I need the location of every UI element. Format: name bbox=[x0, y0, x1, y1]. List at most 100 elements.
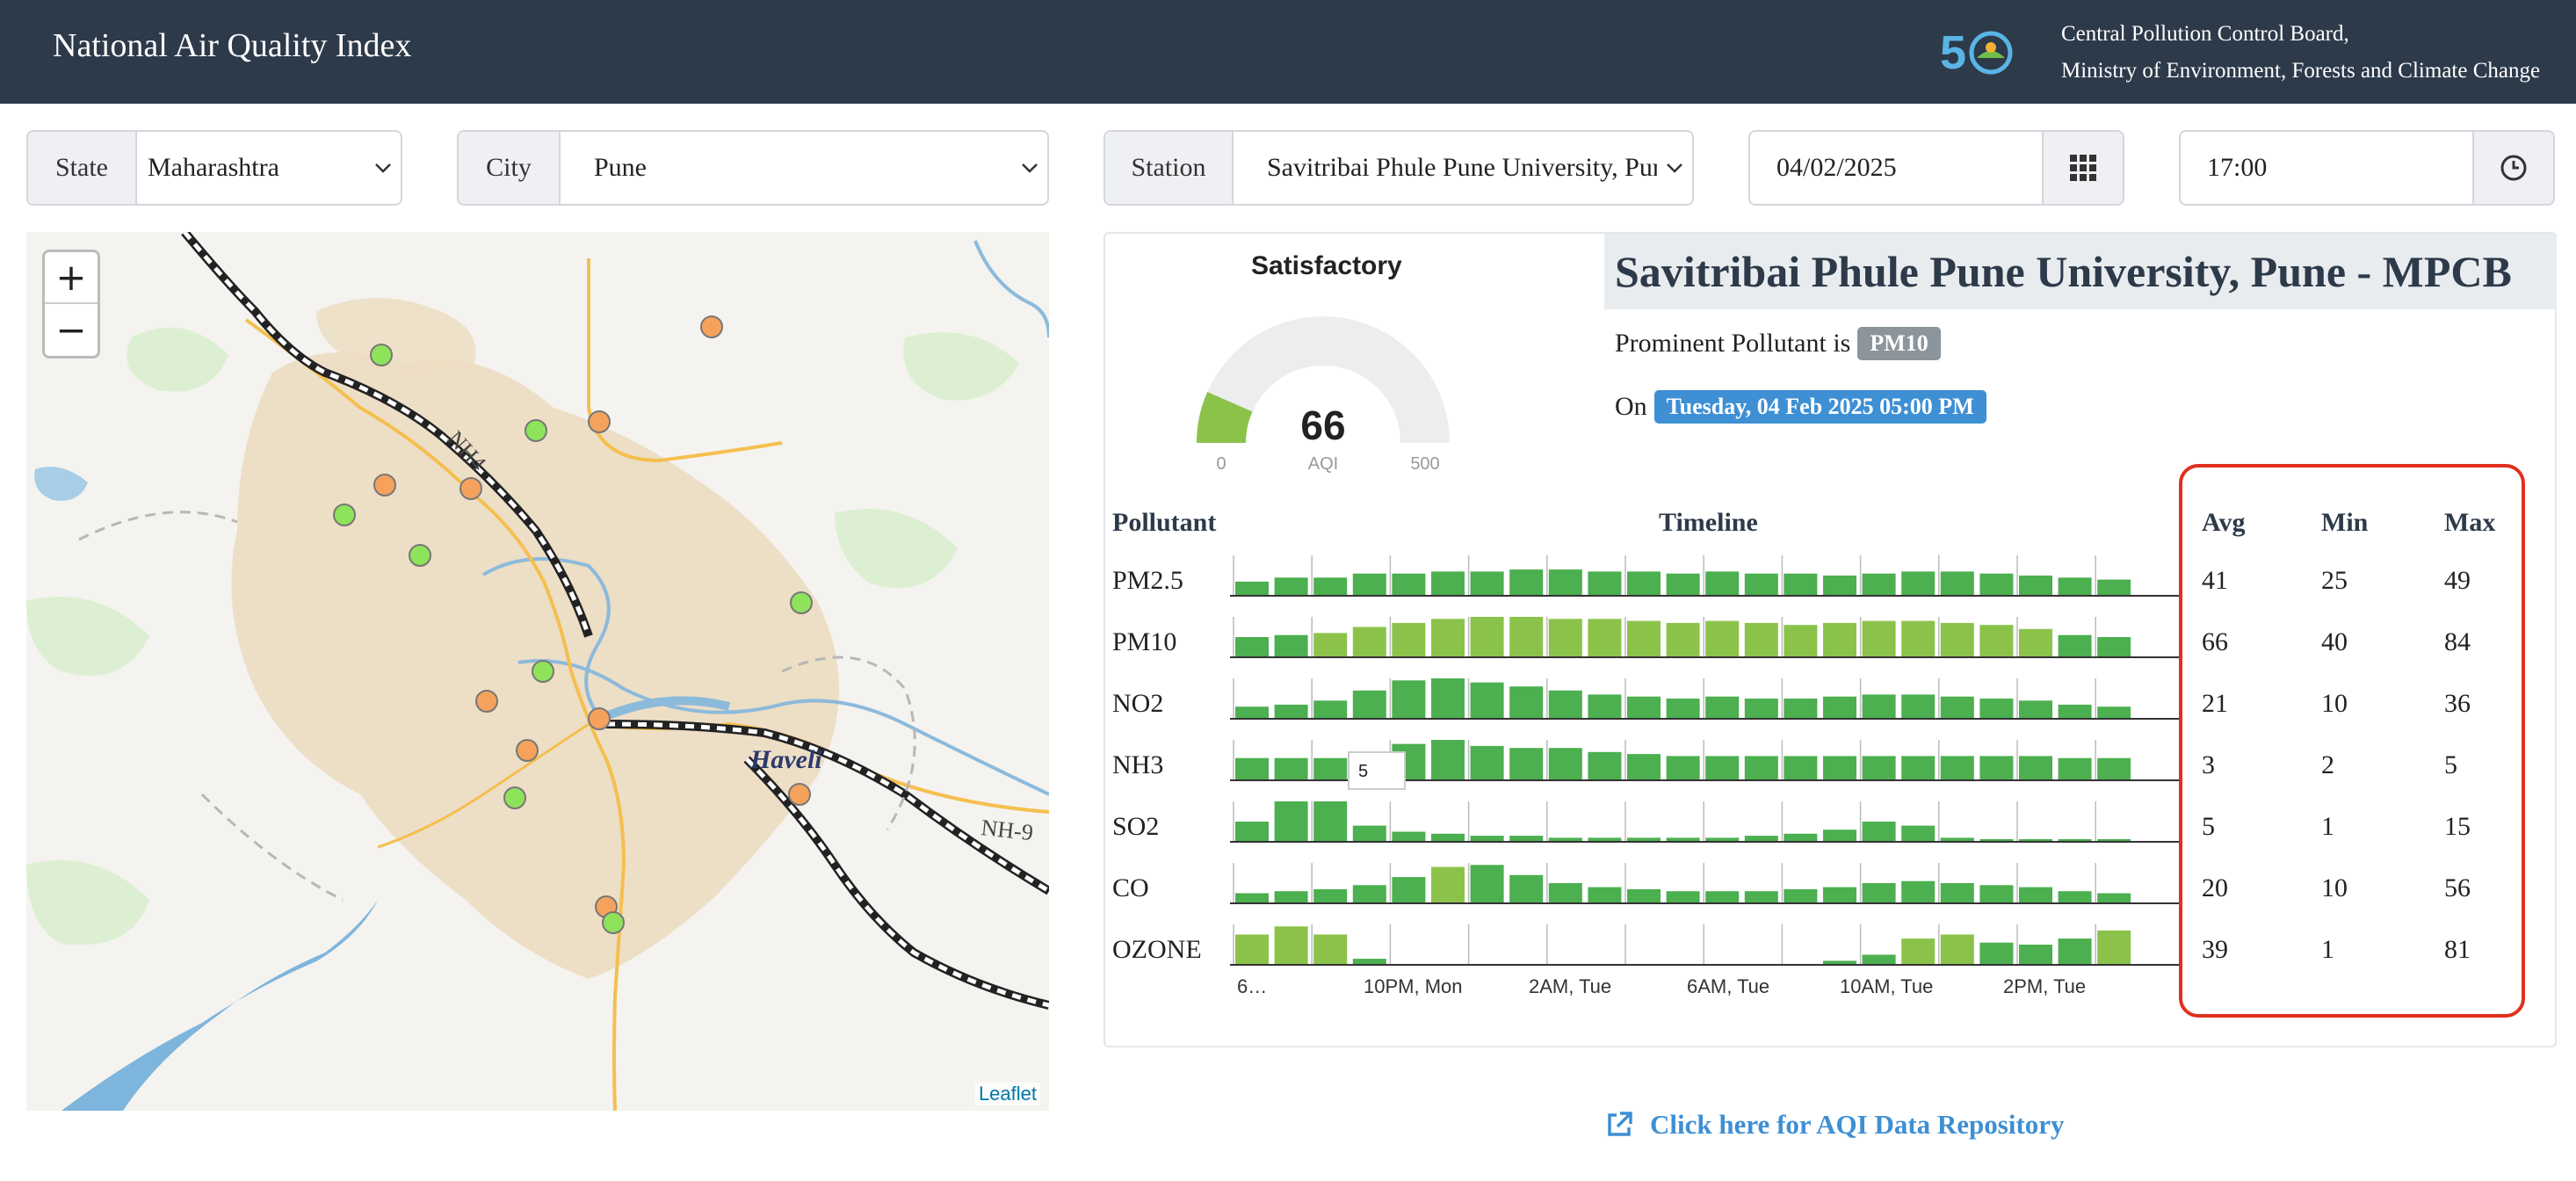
timeline-bar[interactable] bbox=[1235, 757, 1269, 780]
timeline-chart[interactable] bbox=[1230, 545, 2182, 975]
timeline-bar[interactable] bbox=[1940, 934, 1974, 966]
timeline-bar[interactable] bbox=[1470, 571, 1504, 596]
timeline-bar[interactable] bbox=[1352, 825, 1386, 842]
timeline-bar[interactable] bbox=[1235, 581, 1269, 596]
timeline-bar[interactable] bbox=[1705, 756, 1740, 780]
timeline-bar[interactable] bbox=[1235, 934, 1269, 966]
station-marker-satisfactory[interactable] bbox=[333, 504, 356, 526]
timeline-bar[interactable] bbox=[1588, 571, 1622, 596]
timeline-bar[interactable] bbox=[2019, 756, 2052, 780]
timeline-row[interactable] bbox=[1230, 555, 2182, 597]
timeline-bar[interactable] bbox=[1862, 883, 1896, 903]
zoom-in-button[interactable]: + bbox=[45, 252, 98, 304]
timeline-bar[interactable] bbox=[1862, 573, 1896, 596]
timeline-row[interactable] bbox=[1230, 678, 2182, 720]
timeline-bar[interactable] bbox=[1940, 837, 1974, 842]
timeline-bar[interactable] bbox=[1431, 678, 1465, 719]
timeline-bar[interactable] bbox=[1470, 865, 1504, 903]
timeline-bar[interactable] bbox=[1470, 617, 1504, 657]
timeline-bar[interactable] bbox=[1313, 801, 1348, 842]
timeline-bar[interactable] bbox=[1705, 696, 1740, 719]
timeline-bar[interactable] bbox=[1940, 571, 1974, 596]
timeline-bar[interactable] bbox=[2019, 628, 2052, 657]
timeline-bar[interactable] bbox=[1823, 576, 1856, 596]
timeline-bar[interactable] bbox=[1509, 836, 1544, 842]
timeline-bar[interactable] bbox=[1470, 682, 1504, 719]
timeline-bar[interactable] bbox=[1784, 699, 1818, 719]
timeline-bar[interactable] bbox=[1901, 825, 1936, 842]
station-marker-moderate[interactable] bbox=[475, 690, 498, 713]
timeline-bar[interactable] bbox=[1235, 706, 1269, 719]
timeline-bar[interactable] bbox=[2097, 893, 2131, 904]
timeline-bar[interactable] bbox=[1666, 622, 1700, 657]
station-marker-satisfactory[interactable] bbox=[503, 786, 526, 809]
timeline-bar[interactable] bbox=[2019, 887, 2052, 903]
timeline-bar[interactable] bbox=[1862, 954, 1896, 966]
timeline-bar[interactable] bbox=[1313, 577, 1348, 596]
timeline-bar[interactable] bbox=[1627, 620, 1661, 657]
station-marker-moderate[interactable] bbox=[516, 739, 539, 762]
timeline-bar[interactable] bbox=[1470, 745, 1504, 780]
aqi-repository-link[interactable]: Click here for AQI Data Repository bbox=[1604, 1109, 2065, 1141]
timeline-row[interactable] bbox=[1230, 924, 2182, 966]
calendar-icon[interactable] bbox=[2042, 132, 2123, 204]
timeline-bar[interactable] bbox=[2058, 891, 2092, 903]
timeline-row[interactable] bbox=[1230, 801, 2182, 843]
map-attribution[interactable]: Leaflet bbox=[974, 1083, 1040, 1105]
timeline-bar[interactable] bbox=[1548, 883, 1582, 903]
timeline-bar[interactable] bbox=[1274, 577, 1308, 596]
state-select[interactable]: State Maharashtra bbox=[26, 130, 402, 206]
timeline-bar[interactable] bbox=[1548, 748, 1582, 780]
station-marker-satisfactory[interactable] bbox=[790, 591, 813, 614]
timeline-bar[interactable] bbox=[1823, 696, 1856, 719]
timeline-bar[interactable] bbox=[1744, 699, 1778, 719]
timeline-bar[interactable] bbox=[1627, 754, 1661, 780]
timeline-bar[interactable] bbox=[1901, 938, 1936, 965]
timeline-bar[interactable] bbox=[1666, 891, 1700, 903]
timeline-bar[interactable] bbox=[1352, 690, 1386, 719]
timeline-bar[interactable] bbox=[1744, 891, 1778, 903]
zoom-out-button[interactable]: − bbox=[55, 308, 87, 351]
timeline-bar[interactable] bbox=[1627, 837, 1661, 842]
timeline-bar[interactable] bbox=[2019, 576, 2052, 596]
timeline-bar[interactable] bbox=[1901, 694, 1936, 719]
timeline-bar[interactable] bbox=[1274, 926, 1308, 965]
timeline-bar[interactable] bbox=[1627, 571, 1661, 596]
timeline-bar[interactable] bbox=[1705, 620, 1740, 657]
timeline-bar[interactable] bbox=[1392, 877, 1426, 903]
timeline-bar[interactable] bbox=[2058, 634, 2092, 657]
station-marker-satisfactory[interactable] bbox=[525, 419, 547, 442]
station-marker-satisfactory[interactable] bbox=[370, 344, 393, 366]
timeline-bar[interactable] bbox=[1744, 622, 1778, 657]
station-marker-moderate[interactable] bbox=[700, 315, 723, 338]
date-field[interactable]: 04/02/2025 bbox=[1776, 153, 1897, 182]
timeline-bar[interactable] bbox=[1784, 756, 1818, 780]
timeline-bar[interactable] bbox=[2019, 839, 2052, 842]
timeline-bar[interactable] bbox=[1823, 960, 1856, 965]
timeline-bar[interactable] bbox=[1784, 573, 1818, 596]
timeline-bar[interactable] bbox=[1235, 637, 1269, 657]
station-marker-satisfactory[interactable] bbox=[409, 544, 431, 567]
timeline-bar[interactable] bbox=[1548, 837, 1582, 842]
timeline-bar[interactable] bbox=[2019, 945, 2052, 965]
timeline-bar[interactable] bbox=[1274, 891, 1308, 903]
timeline-bar[interactable] bbox=[1548, 690, 1582, 719]
station-marker-moderate[interactable] bbox=[588, 707, 611, 730]
repository-link-text[interactable]: Click here for AQI Data Repository bbox=[1650, 1109, 2065, 1140]
timeline-bar[interactable] bbox=[1862, 756, 1896, 780]
timeline-bar[interactable] bbox=[1313, 934, 1348, 966]
timeline-bar[interactable] bbox=[1274, 704, 1308, 719]
timeline-bar[interactable] bbox=[2019, 700, 2052, 719]
city-select[interactable]: City Pune bbox=[457, 130, 1049, 206]
timeline-bar[interactable] bbox=[1784, 833, 1818, 842]
station-select[interactable]: Station Savitribai Phule Pune University… bbox=[1103, 130, 1694, 206]
timeline-bar[interactable] bbox=[1823, 887, 1856, 903]
timeline-bar[interactable] bbox=[2058, 839, 2092, 842]
timeline-bar[interactable] bbox=[1352, 959, 1386, 965]
timeline-bar[interactable] bbox=[1823, 830, 1856, 842]
timeline-bar[interactable] bbox=[1784, 625, 1818, 657]
timeline-bar[interactable] bbox=[1666, 756, 1700, 780]
timeline-bar[interactable] bbox=[1823, 756, 1856, 780]
station-marker-satisfactory[interactable] bbox=[532, 660, 554, 683]
station-map[interactable]: NH4 Haveli NH-9 + − Leaflet bbox=[26, 232, 1049, 1111]
